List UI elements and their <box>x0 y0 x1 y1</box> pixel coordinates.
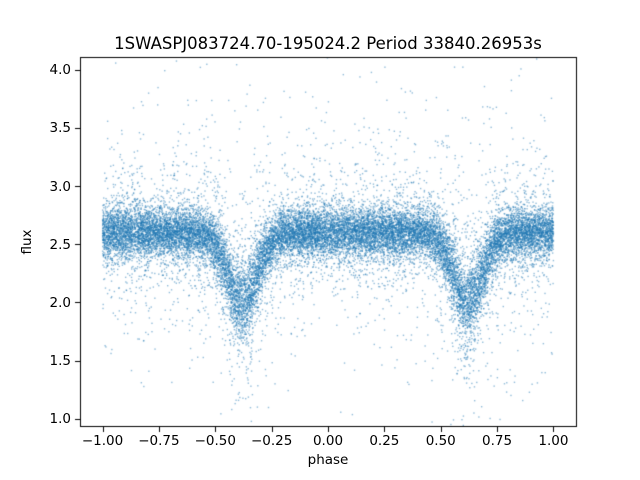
y-tick-label: 4.0 <box>49 62 71 79</box>
y-tick-label: 2.0 <box>49 294 71 311</box>
y-tick-label: 3.5 <box>49 120 71 137</box>
x-tick-label: 0.75 <box>482 433 513 449</box>
y-tick-label: 3.0 <box>49 178 71 195</box>
x-tick-label: 0.50 <box>425 433 456 449</box>
x-tick-label: −1.00 <box>81 433 124 449</box>
x-tick-label: −0.75 <box>138 433 180 449</box>
y-tick-label: 1.0 <box>49 411 71 428</box>
x-tick-label: 0.00 <box>312 433 344 449</box>
x-tick-label: −0.25 <box>250 433 293 449</box>
y-tick-label: 2.5 <box>49 236 71 253</box>
x-axis-label: phase <box>307 452 349 468</box>
x-tick-label: 1.00 <box>538 433 569 449</box>
chart-title: 1SWASPJ083724.70-195024.2 Period 33840.2… <box>114 34 542 53</box>
x-tick-label: 0.25 <box>369 433 400 449</box>
x-tick-label: −0.50 <box>194 433 236 449</box>
y-tick-label: 1.5 <box>49 353 71 370</box>
